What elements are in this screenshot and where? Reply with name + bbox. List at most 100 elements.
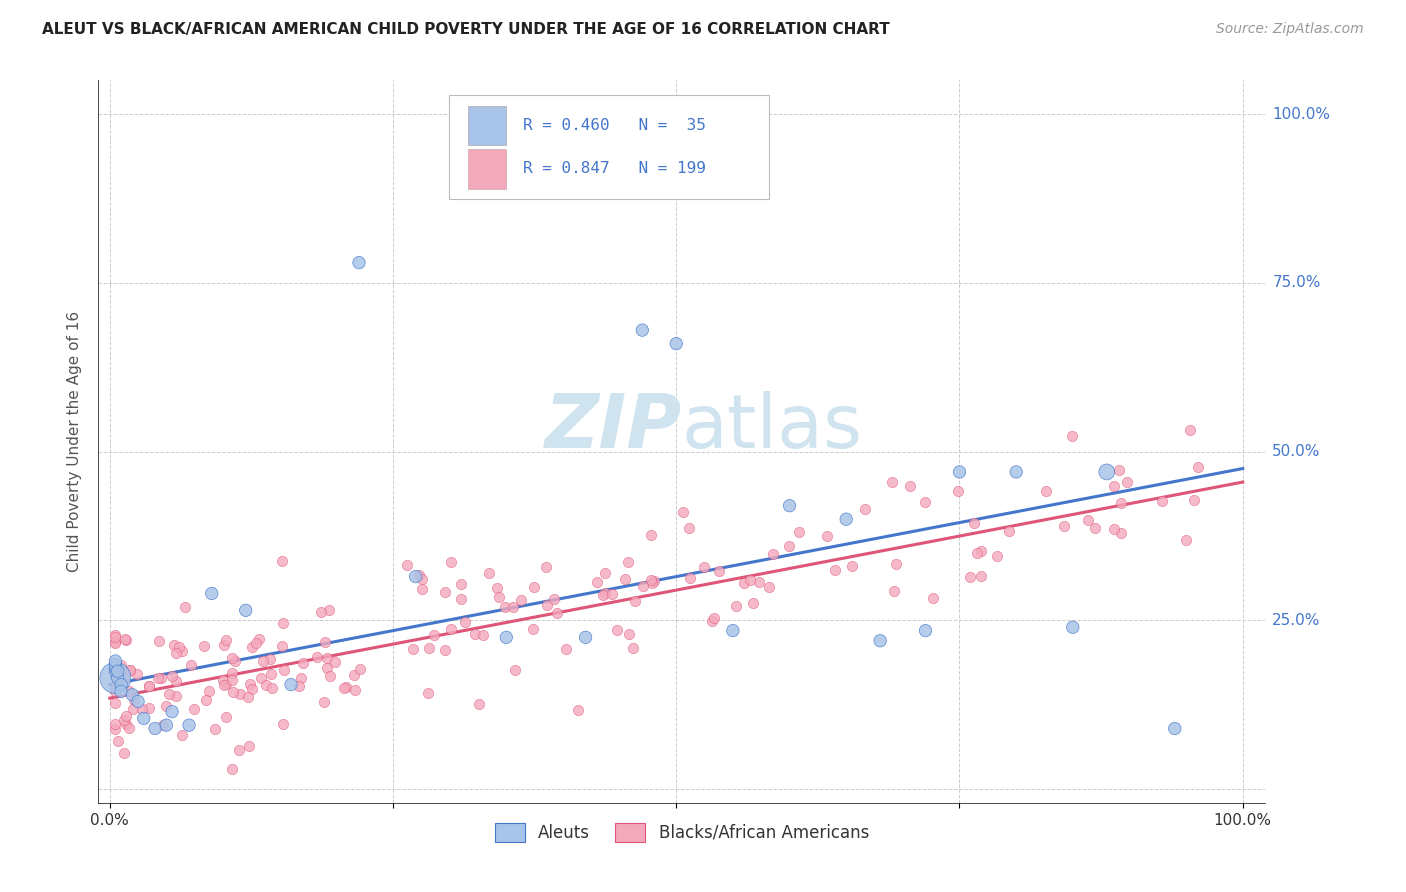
Point xyxy=(640,573,662,587)
Point xyxy=(678,521,700,535)
Point xyxy=(439,555,461,569)
Point xyxy=(703,610,725,624)
Point xyxy=(869,633,891,648)
Point xyxy=(138,679,160,693)
Point xyxy=(228,743,250,757)
Point xyxy=(815,529,838,543)
Point xyxy=(160,669,183,683)
Point xyxy=(408,567,430,582)
Point xyxy=(114,632,136,646)
Point xyxy=(183,702,205,716)
Point xyxy=(104,722,127,736)
Point xyxy=(214,678,236,692)
Point xyxy=(633,579,655,593)
Point xyxy=(177,718,200,732)
Point xyxy=(592,588,614,602)
Point xyxy=(434,585,457,599)
Point xyxy=(316,661,339,675)
Point xyxy=(702,615,724,629)
Point xyxy=(314,695,336,709)
Point xyxy=(132,711,155,725)
Text: 75.0%: 75.0% xyxy=(1272,276,1320,291)
Point xyxy=(114,747,136,761)
Point xyxy=(593,586,616,600)
Point xyxy=(522,622,544,636)
Point xyxy=(1164,722,1187,736)
Point xyxy=(494,599,516,614)
Point xyxy=(546,607,568,621)
Point xyxy=(105,678,128,692)
Point xyxy=(440,622,463,636)
Point xyxy=(1084,521,1107,535)
Point xyxy=(349,662,371,676)
Point xyxy=(110,684,132,698)
Point xyxy=(884,558,907,572)
Point xyxy=(221,762,243,776)
Point xyxy=(1109,526,1132,541)
Point xyxy=(1108,463,1130,477)
Point xyxy=(624,593,647,607)
Point xyxy=(305,649,328,664)
Point xyxy=(104,696,127,710)
Point xyxy=(318,603,340,617)
Point xyxy=(586,575,609,590)
Point xyxy=(575,631,598,645)
Point xyxy=(163,638,186,652)
Point xyxy=(543,592,565,607)
Point xyxy=(1053,519,1076,533)
Point xyxy=(229,687,252,701)
Point xyxy=(138,701,160,715)
Point xyxy=(1035,484,1057,499)
Point xyxy=(104,661,127,675)
Point xyxy=(1077,513,1099,527)
Point xyxy=(1060,428,1083,442)
Point xyxy=(316,651,339,665)
Point xyxy=(309,605,332,619)
Point xyxy=(238,739,260,753)
Point xyxy=(467,697,489,711)
Point xyxy=(1062,620,1084,634)
Point xyxy=(172,728,194,742)
Point xyxy=(215,709,238,723)
Point xyxy=(155,699,177,714)
Point xyxy=(472,628,495,642)
Point xyxy=(121,688,143,702)
Point xyxy=(114,709,136,723)
Point xyxy=(709,564,731,578)
Point xyxy=(160,705,183,719)
Point xyxy=(485,582,508,596)
Point xyxy=(779,499,801,513)
Point xyxy=(120,663,142,677)
Point xyxy=(319,669,342,683)
Point xyxy=(150,671,173,685)
Point xyxy=(247,632,270,647)
Point xyxy=(118,722,141,736)
Point xyxy=(606,623,628,637)
Text: 100.0%: 100.0% xyxy=(1272,106,1330,121)
Point xyxy=(115,716,138,731)
Point xyxy=(114,632,136,647)
Point xyxy=(271,717,294,731)
Point xyxy=(693,560,716,574)
Point xyxy=(104,667,127,681)
Point xyxy=(640,528,662,542)
Point xyxy=(966,546,988,560)
Point xyxy=(946,484,969,499)
Point xyxy=(204,723,226,737)
Point xyxy=(853,501,876,516)
Point xyxy=(114,713,136,727)
Point xyxy=(122,701,145,715)
Point xyxy=(1152,493,1174,508)
Point xyxy=(224,654,246,668)
Point xyxy=(110,657,132,672)
Point xyxy=(104,717,127,731)
Point xyxy=(402,642,425,657)
Point xyxy=(970,544,993,558)
Point xyxy=(616,555,638,569)
Point xyxy=(215,633,238,648)
Point xyxy=(198,684,221,698)
Point xyxy=(148,633,170,648)
Point xyxy=(107,664,129,678)
FancyBboxPatch shape xyxy=(468,149,506,189)
Point xyxy=(260,667,283,681)
